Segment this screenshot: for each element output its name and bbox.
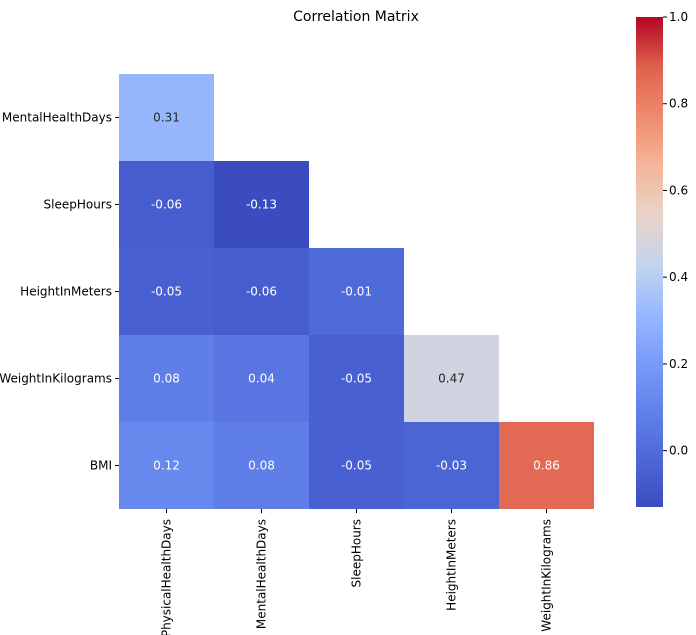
column-tick-label: SleepHours [350, 519, 364, 588]
cell-value-label: 0.08 [248, 459, 275, 473]
colorbar-tick-label: 0.4 [669, 270, 688, 284]
heatmap-cell [309, 422, 404, 509]
heatmap-cell [214, 248, 309, 335]
heatmap-cell [214, 422, 309, 509]
row-tick-label: BMI [90, 459, 112, 473]
cell-value-label: 0.12 [153, 459, 180, 473]
row-tick-label: SleepHours [44, 198, 113, 212]
column-tick-label: WeightInKilograms [540, 519, 554, 632]
column-tick-label: MentalHealthDays [255, 519, 269, 629]
cell-value-label: -0.01 [341, 285, 372, 299]
colorbar: 0.0 0.2 0.4 0.6 0.8 1.0 [636, 10, 688, 507]
row-tick-label: MentalHealthDays [2, 111, 112, 125]
cell-value-label: 0.86 [533, 459, 560, 473]
heatmap-cell [119, 248, 214, 335]
heatmap-cell [119, 422, 214, 509]
colorbar-tick-label: 0.0 [669, 444, 688, 458]
heatmap-cell [499, 422, 594, 509]
colorbar-tick-label: 0.8 [669, 97, 688, 111]
cell-value-label: 0.04 [248, 372, 275, 386]
cell-value-label: -0.13 [246, 198, 277, 212]
cell-value-label: -0.06 [246, 285, 277, 299]
heatmap-cell [214, 161, 309, 248]
cell-value-label: 0.47 [438, 372, 465, 386]
cell-value-label: -0.05 [341, 372, 372, 386]
row-tick-label: WeightInKilograms [0, 372, 112, 386]
colorbar-gradient [636, 17, 663, 507]
heatmap-cells: 0.31 -0.06 -0.13 -0.05 -0.06 -0.01 0.08 0.04 -0.… [119, 74, 594, 509]
heatmap-cell [404, 422, 499, 509]
column-tick-label: PhysicalHealthDays [160, 519, 174, 635]
heatmap-cell [119, 335, 214, 422]
colorbar-tick-label: 1.0 [669, 10, 688, 24]
heatmap-cell [309, 335, 404, 422]
cell-value-label: 0.31 [153, 111, 180, 125]
cell-value-label: -0.06 [151, 198, 182, 212]
column-tick-label: HeightInMeters [445, 519, 459, 611]
heatmap-cell [404, 335, 499, 422]
cell-value-label: -0.05 [151, 285, 182, 299]
column-tick-labels: PhysicalHealthDays MentalHealthDays SleepH… [160, 509, 554, 635]
row-tick-label: HeightInMeters [20, 285, 112, 299]
colorbar-tick-label: 0.2 [669, 357, 688, 371]
cell-value-label: -0.05 [341, 459, 372, 473]
colorbar-tick-label: 0.6 [669, 183, 688, 197]
heatmap-cell [214, 335, 309, 422]
heatmap-cell [309, 248, 404, 335]
heatmap-cell [119, 161, 214, 248]
cell-value-label: -0.03 [436, 459, 467, 473]
chart-title: Correlation Matrix [293, 9, 419, 25]
cell-value-label: 0.08 [153, 372, 180, 386]
row-tick-labels: MentalHealthDays SleepHours HeightInMeters… [0, 111, 119, 473]
heatmap-cell [119, 74, 214, 161]
